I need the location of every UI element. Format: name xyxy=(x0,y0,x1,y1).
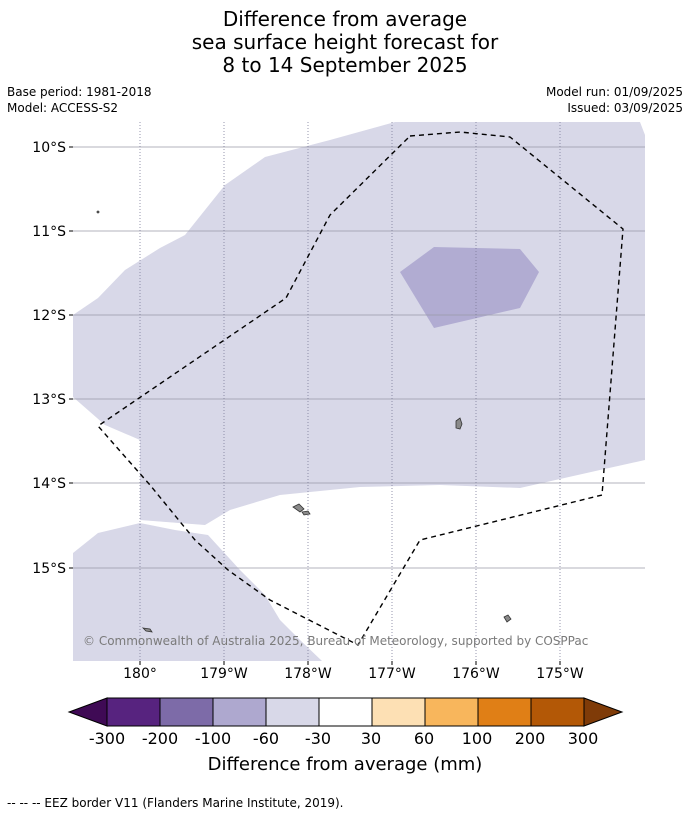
colorbar-swatches xyxy=(67,697,624,727)
eez-border xyxy=(96,131,624,646)
anomaly-region-light xyxy=(73,122,645,525)
colorbar: -300 -200 -100 -60 -30 30 60 100 200 300… xyxy=(67,697,624,775)
island-west-b xyxy=(301,510,311,516)
colorbar-tick-label: -300 xyxy=(89,729,125,748)
colorbar-tick-label: 200 xyxy=(515,729,546,748)
colorbar-tick-label: 100 xyxy=(462,729,493,748)
title-line-3: 8 to 14 September 2025 xyxy=(222,53,468,77)
colorbar-swatch xyxy=(424,697,479,727)
title-line-2: sea surface height forecast for xyxy=(191,30,499,54)
colorbar-swatch xyxy=(212,697,267,727)
colorbar-swatch xyxy=(318,697,373,727)
meta-right: Model run: 01/09/2025 Issued: 03/09/2025 xyxy=(546,84,683,116)
title-line-1: Difference from average xyxy=(222,7,468,31)
issued-date: Issued: 03/09/2025 xyxy=(567,101,683,115)
model-run: Model run: 01/09/2025 xyxy=(545,85,683,99)
longitude-labels: 180° 179°W 178°W 177°W 176°W 175°W xyxy=(123,666,584,682)
colorbar-swatch xyxy=(371,697,426,727)
lon-label: 175°W xyxy=(536,666,584,682)
latitude-gridlines xyxy=(73,146,645,569)
colorbar-swatch xyxy=(477,697,532,727)
colorbar-tick-label: 60 xyxy=(414,729,434,748)
lat-label: 14°S xyxy=(32,476,66,492)
anomaly-region-dark xyxy=(400,247,539,328)
meta-left: Base period: 1981-2018 Model: ACCESS-S2 xyxy=(7,84,152,116)
colorbar-swatch xyxy=(265,697,320,727)
map-area: © Commonwealth of Australia 2025, Bureau… xyxy=(73,122,645,661)
lat-label: 15°S xyxy=(32,561,66,577)
colorbar-tick-label: -60 xyxy=(253,729,279,748)
colorbar-extend-low xyxy=(67,697,108,727)
anomaly-region-light-south xyxy=(73,523,322,661)
copyright-text: © Commonwealth of Australia 2025, Bureau… xyxy=(83,634,588,648)
lon-label: 176°W xyxy=(452,666,500,682)
latitude-labels: 10°S 11°S 12°S 13°S 14°S 15°S xyxy=(32,140,66,577)
colorbar-extend-high xyxy=(583,697,624,727)
base-period: Base period: 1981-2018 xyxy=(7,85,152,99)
lat-label: 10°S xyxy=(32,140,66,156)
colorbar-title: Difference from average (mm) xyxy=(208,754,483,775)
colorbar-swatch xyxy=(159,697,214,727)
colorbar-tick-label: 30 xyxy=(361,729,381,748)
lat-label: 13°S xyxy=(32,392,66,408)
colorbar-tick-label: -100 xyxy=(195,729,231,748)
lat-label: 11°S xyxy=(32,224,66,240)
colorbar-swatch xyxy=(530,697,585,727)
eez-footnote: -- -- -- EEZ border V11 (Flanders Marine… xyxy=(7,796,344,810)
lon-label: 177°W xyxy=(368,666,416,682)
island-east xyxy=(503,614,512,623)
island-north xyxy=(455,417,463,430)
island-tiny xyxy=(96,210,100,214)
islands xyxy=(96,210,512,633)
colorbar-tick-label: -30 xyxy=(305,729,331,748)
colorbar-tick-label: 300 xyxy=(568,729,599,748)
island-southwest xyxy=(141,627,153,633)
lon-label: 180° xyxy=(123,666,157,682)
map-title: Difference from average sea surface heig… xyxy=(0,8,690,77)
colorbar-tick-labels: -300 -200 -100 -60 -30 30 60 100 200 300 xyxy=(89,729,598,748)
lat-label: 12°S xyxy=(32,308,66,324)
colorbar-swatch xyxy=(106,697,161,727)
axis-ticks xyxy=(69,146,561,665)
colorbar-tick-label: -200 xyxy=(142,729,178,748)
lon-label: 178°W xyxy=(284,666,332,682)
lon-label: 179°W xyxy=(200,666,248,682)
island-west-a xyxy=(292,503,305,513)
model-name: Model: ACCESS-S2 xyxy=(7,101,119,115)
